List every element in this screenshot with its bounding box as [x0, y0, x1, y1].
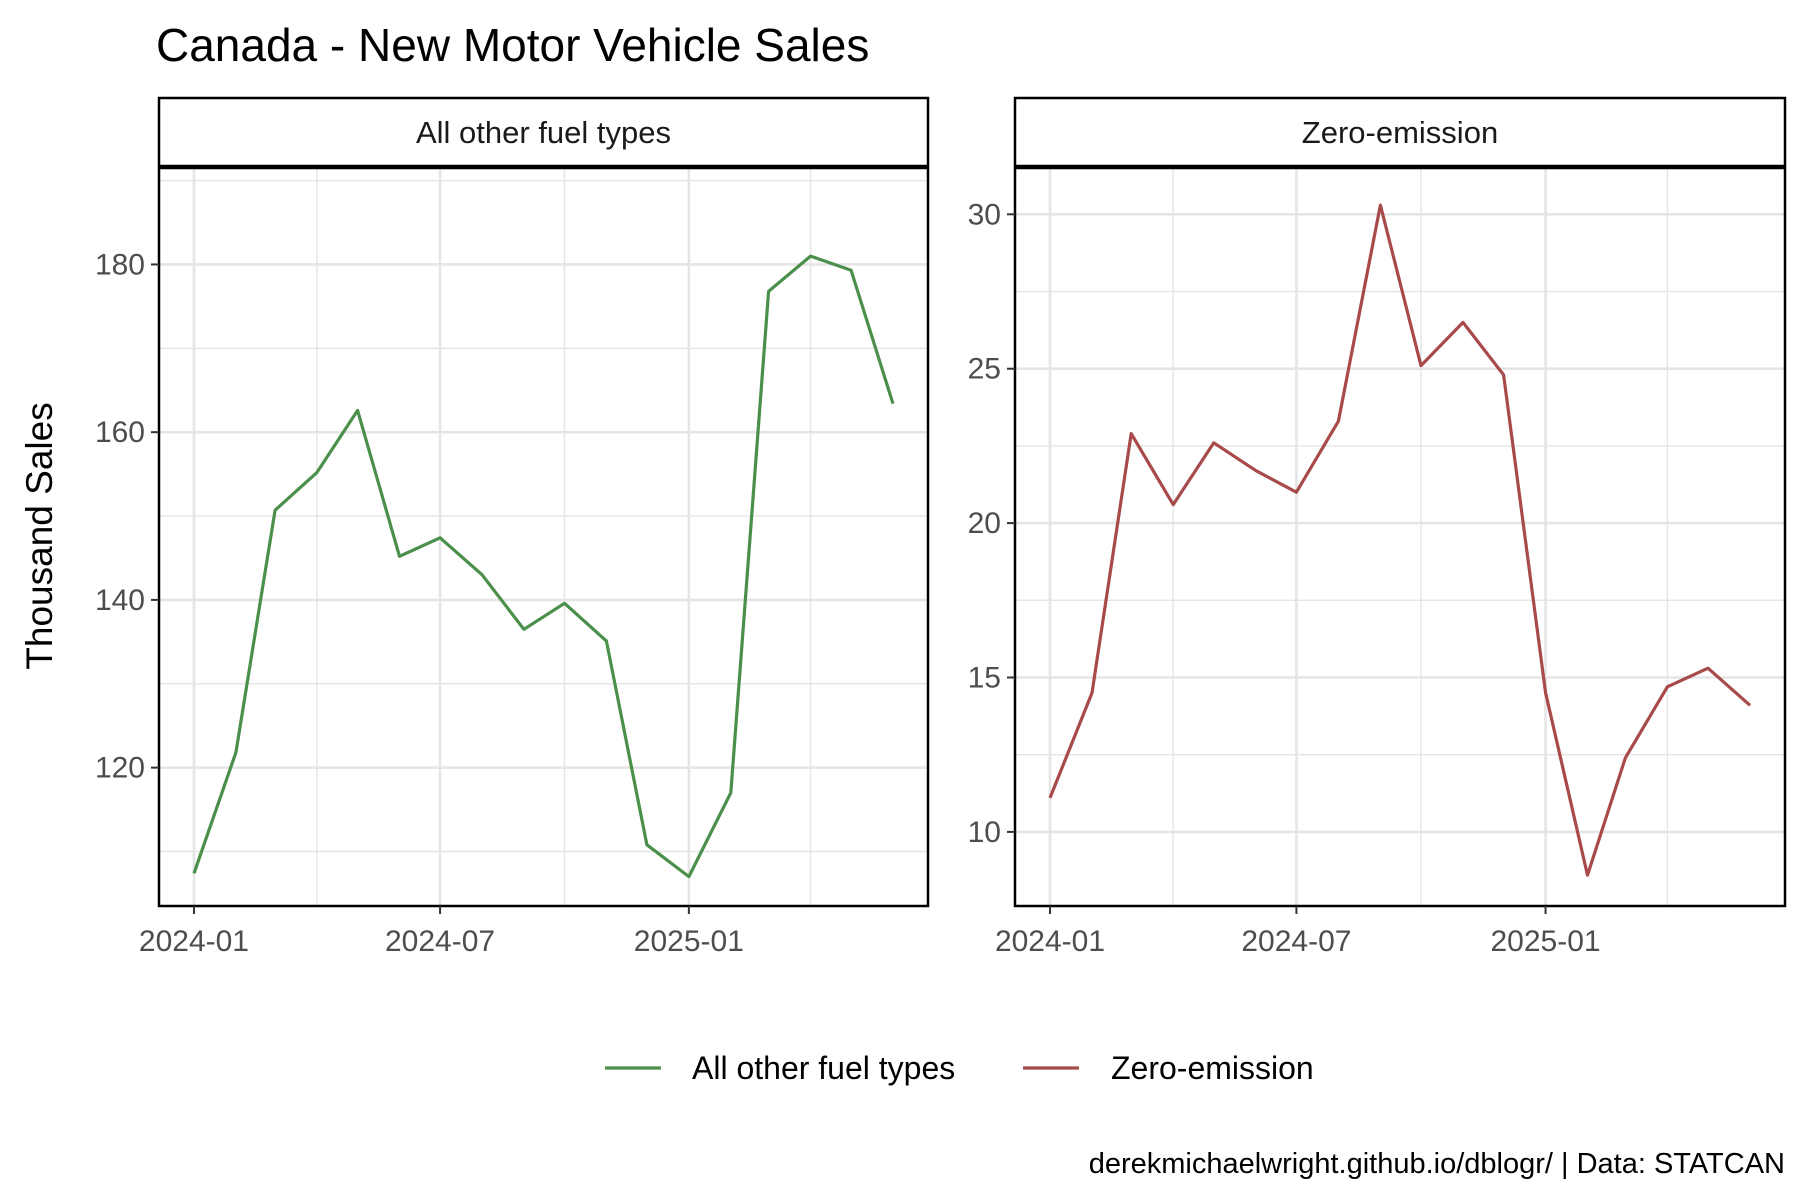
- x-tick-label: 2024-07: [1241, 925, 1351, 958]
- y-tick-label: 25: [968, 353, 1001, 386]
- y-tick-label: 30: [968, 198, 1001, 231]
- y-tick-label: 20: [968, 507, 1001, 540]
- legend-item: All other fuel types: [605, 1050, 955, 1086]
- panel-border: [157, 166, 930, 908]
- data-points: [1049, 205, 1751, 876]
- y-tick-label: 15: [968, 661, 1001, 694]
- legend-label: All other fuel types: [692, 1050, 955, 1086]
- plot-area: [159, 168, 928, 906]
- x-tick-label: 2024-07: [385, 925, 495, 958]
- x-tick-label: 2024-01: [139, 925, 249, 958]
- caption: derekmichaelwright.github.io/dblogr/ | D…: [1089, 1148, 1785, 1180]
- gridlines: [159, 168, 928, 906]
- y-tick-label: 140: [95, 584, 145, 617]
- legend-item: Zero-emission: [1023, 1050, 1314, 1086]
- y-tick-label: 10: [968, 816, 1001, 849]
- x-tick-label: 2024-01: [995, 925, 1105, 958]
- facet-strip: [1013, 96, 1787, 168]
- facet-strip: [157, 96, 930, 168]
- panel-border: [1013, 166, 1787, 908]
- facet-strip-label: Zero-emission: [1302, 115, 1498, 150]
- x-tick-label: 2025-01: [634, 925, 744, 958]
- facet-panel-1: Zero-emission 10 15 20 25 30 2024-01 2024-07 202…: [968, 96, 1787, 958]
- facet-panel-0: All other fuel types 120 140 160 180 2024-01 2…: [95, 96, 930, 958]
- y-tick-label: 180: [95, 248, 145, 281]
- series-line: [192, 254, 895, 879]
- facet-panels: All other fuel types 120 140 160 180 2024-01 2…: [95, 96, 1787, 958]
- y-tick-label: 160: [95, 416, 145, 449]
- series-line: [1048, 203, 1752, 877]
- y-axis-title: Thousand Sales: [19, 402, 60, 669]
- facet-strip-label: All other fuel types: [416, 115, 671, 150]
- chart-title: Canada - New Motor Vehicle Sales: [156, 19, 869, 71]
- legend-label: Zero-emission: [1111, 1050, 1314, 1086]
- data-points: [193, 256, 894, 877]
- gridlines: [1015, 168, 1785, 906]
- x-tick-label: 2025-01: [1490, 925, 1600, 958]
- legend: All other fuel types Zero-emission: [605, 1050, 1314, 1086]
- y-tick-label: 120: [95, 752, 145, 785]
